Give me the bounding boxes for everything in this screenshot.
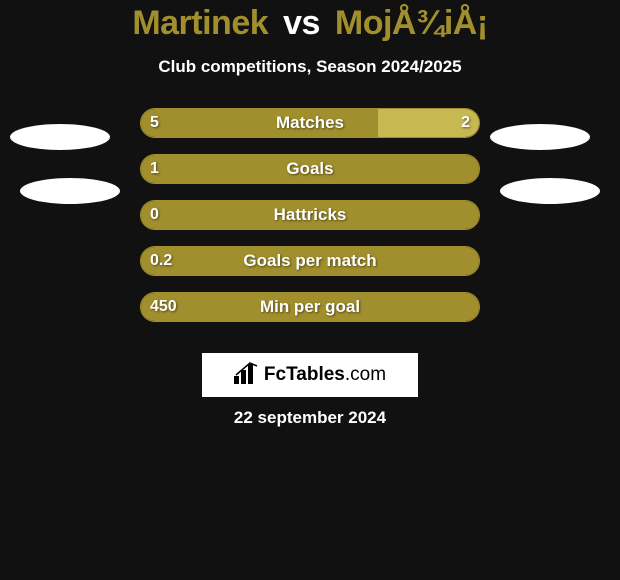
stat-label: Hattricks (140, 200, 480, 230)
stat-label: Min per goal (140, 292, 480, 322)
player-right-name: MojÅ¾iÅ¡ (335, 4, 488, 42)
stat-value-left: 450 (150, 292, 177, 322)
stat-label: Goals (140, 154, 480, 184)
stat-value-left: 5 (150, 108, 159, 138)
decorative-ellipse (500, 178, 600, 204)
stat-row: Goals per match0.2 (0, 246, 620, 276)
decorative-ellipse (20, 178, 120, 204)
date-label: 22 september 2024 (0, 408, 620, 428)
logo-text-bold: FcTables (264, 364, 345, 385)
player-left-name: Martinek (132, 4, 268, 42)
stat-value-left: 1 (150, 154, 159, 184)
logo-box: FcTables.com (202, 353, 418, 397)
stat-row: Min per goal450 (0, 292, 620, 322)
stat-value-right: 2 (461, 108, 470, 138)
bars-icon (234, 362, 260, 389)
logo-text: FcTables.com (264, 364, 386, 386)
stat-value-left: 0 (150, 200, 159, 230)
vs-separator: vs (283, 4, 320, 42)
stat-row: Hattricks0 (0, 200, 620, 230)
stats-comparison-card: Martinek vs MojÅ¾iÅ¡ Club competitions, … (0, 0, 620, 580)
stat-label: Matches (140, 108, 480, 138)
stat-value-left: 0.2 (150, 246, 172, 276)
page-title: Martinek vs MojÅ¾iÅ¡ (0, 0, 620, 43)
logo-text-thin: .com (345, 364, 386, 385)
decorative-ellipse (10, 124, 110, 150)
subtitle: Club competitions, Season 2024/2025 (0, 57, 620, 77)
decorative-ellipse (490, 124, 590, 150)
stat-label: Goals per match (140, 246, 480, 276)
